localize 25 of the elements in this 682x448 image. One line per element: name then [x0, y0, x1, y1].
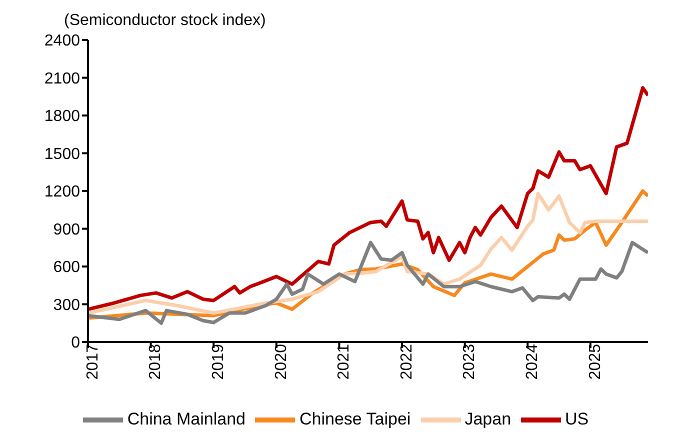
y-tick-label: 0: [71, 334, 80, 352]
legend-label: Japan: [464, 409, 512, 428]
legend-label: Chinese Taipei: [299, 409, 411, 428]
x-tick-label: 2019: [210, 344, 227, 380]
x-tick-label: 2025: [586, 344, 604, 380]
legend-label: China Mainland: [127, 409, 246, 428]
x-tick-label: 2018: [147, 344, 164, 380]
line-series: [88, 86, 648, 312]
line-series: [88, 240, 648, 325]
x-tick-label: 2021: [336, 344, 353, 380]
x-tick-label: 2024: [524, 344, 541, 380]
y-tick-label: 900: [53, 221, 80, 238]
y-tick-label: 2400: [44, 32, 80, 50]
y-tick-label: 1200: [44, 184, 80, 201]
y-tick-label: 1500: [44, 146, 80, 163]
y-tick-label: 1800: [44, 108, 80, 126]
y-axis-title: (Semiconductor stock index): [64, 12, 266, 30]
y-tick-label: 300: [53, 296, 80, 314]
legend-label: US: [565, 409, 589, 428]
y-tick-label: 600: [53, 259, 80, 276]
x-tick-label: 2022: [398, 344, 416, 380]
x-tick-label: 2023: [461, 344, 478, 380]
x-tick-label: 2017: [84, 344, 102, 380]
y-tick-label: 2100: [44, 70, 80, 88]
x-tick-label: 2020: [272, 344, 290, 380]
